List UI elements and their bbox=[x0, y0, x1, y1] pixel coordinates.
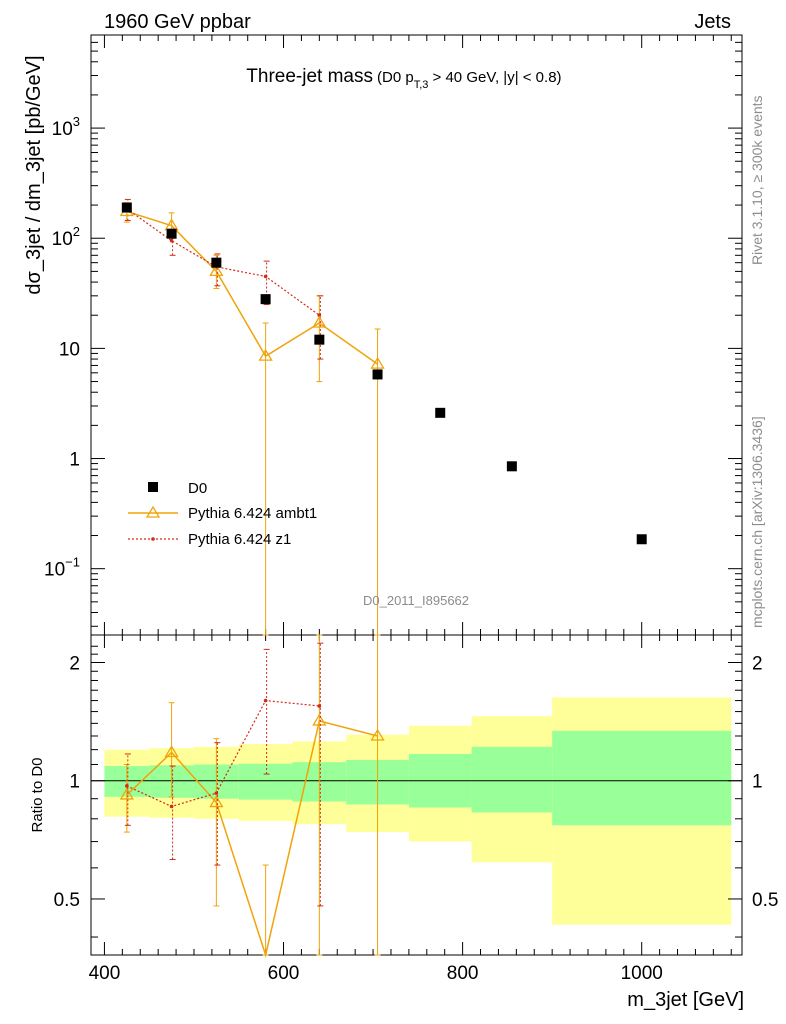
ambt1-ratio-point-5 bbox=[370, 728, 385, 741]
ambt1-ratio-line bbox=[126, 720, 378, 958]
x-tick-label-800: 800 bbox=[447, 963, 479, 984]
ambt1-main-point-4 bbox=[312, 315, 327, 328]
y-tick-label-4: 103 bbox=[52, 114, 80, 140]
ratio-band-inner-8 bbox=[552, 730, 732, 826]
header-collision: 1960 GeV ppbar bbox=[104, 11, 251, 33]
ratio-tick-label-right-0.5: 0.5 bbox=[752, 890, 778, 911]
ratio-panel-frame bbox=[90, 634, 743, 956]
y-tick-label-3: 102 bbox=[52, 224, 80, 250]
reference-band-layer bbox=[91, 697, 742, 925]
y-tick-label-1: 1 bbox=[69, 450, 80, 471]
ratio-tick-label-right-1: 1 bbox=[752, 772, 763, 793]
x-tick-label-600: 600 bbox=[268, 963, 300, 984]
legend-label-data: D0 bbox=[188, 480, 207, 497]
ambt1-main-line bbox=[126, 210, 378, 365]
ambt1-ratio-point-0 bbox=[119, 787, 134, 800]
ambt1-main-point-2 bbox=[209, 264, 224, 277]
d0-data-point-5 bbox=[372, 369, 383, 380]
z1-main-line bbox=[126, 208, 320, 316]
z1-ratio-point-1 bbox=[169, 804, 174, 809]
d0-data-point-1 bbox=[166, 228, 177, 239]
z1-ratio-point-4 bbox=[317, 704, 322, 708]
ambt1-main-point-3 bbox=[258, 348, 273, 361]
z1-main-point-3 bbox=[263, 274, 268, 279]
legend-marker-data bbox=[148, 482, 158, 492]
y-axis-label: dσ_3jet / dm_3jet [pb/GeV] bbox=[23, 55, 45, 294]
d0-data-point-2 bbox=[211, 257, 222, 268]
mcplots-credit-label: mcplots.cern.ch [arXiv:1306.3436] bbox=[749, 416, 765, 628]
ambt1-ratio-point-2 bbox=[209, 795, 224, 808]
d0-data-point-4 bbox=[314, 334, 325, 345]
ambt1-ratio-point-1 bbox=[164, 745, 179, 758]
z1-ratio-line bbox=[126, 699, 320, 808]
z1-ratio-point-2 bbox=[214, 791, 219, 795]
ratio-tick-label-left-0.5: 0.5 bbox=[54, 890, 80, 911]
legend-label-ambt1: Pythia 6.424 ambt1 bbox=[188, 505, 317, 522]
z1-main-point-1 bbox=[169, 238, 174, 243]
ambt1-main-point-5 bbox=[370, 356, 385, 369]
ratio-tick-label-right-2: 2 bbox=[752, 654, 763, 675]
ratio-band-inner-3 bbox=[238, 763, 293, 800]
plot-title: Three-jet mass bbox=[246, 66, 373, 87]
ratio-tick-label-left-2: 2 bbox=[69, 654, 80, 675]
y-tick-label-2: 10 bbox=[59, 339, 80, 360]
x-tick-label-400: 400 bbox=[89, 963, 121, 984]
ratio-band-inner-7 bbox=[471, 746, 553, 813]
ratio-axis-label: Ratio to D0 bbox=[29, 757, 46, 832]
d0-data-point-3 bbox=[260, 294, 271, 305]
d0-data-point-7 bbox=[506, 461, 517, 472]
d0-data-point-8 bbox=[636, 534, 647, 545]
z1-main-point-4 bbox=[317, 313, 322, 318]
y-tick-label-0: 10−1 bbox=[44, 555, 80, 581]
rivet-version-label: Rivet 3.1.10, ≥ 300k events bbox=[749, 95, 765, 265]
legend-marker-ambt1 bbox=[145, 505, 161, 518]
x-tick-label-1000: 1000 bbox=[621, 963, 663, 984]
plot-subtitle: (D0 pT,3 > 40 GeV, |y| < 0.8) bbox=[377, 69, 562, 91]
analysis-watermark: D0_2011_I895662 bbox=[363, 593, 469, 608]
d0-data-point-6 bbox=[435, 407, 446, 418]
ambt1-ratio-point-4 bbox=[312, 713, 327, 726]
x-axis-label: m_3jet [GeV] bbox=[627, 989, 744, 1011]
legend-label-z1: Pythia 6.424 z1 bbox=[188, 531, 291, 548]
z1-ratio-point-0 bbox=[125, 784, 129, 788]
ratio-tick-label-left-1: 1 bbox=[69, 772, 80, 793]
legend-marker-z1 bbox=[151, 537, 155, 541]
header-process: Jets bbox=[694, 11, 731, 33]
data-layer bbox=[119, 198, 647, 958]
z1-ratio-point-3 bbox=[263, 698, 268, 703]
legend: D0 Pythia 6.424 ambt1 Pythia 6.424 z1 bbox=[128, 480, 317, 548]
axes-layer: 400 600 800 1000 10−1 1 10 102 103 0.5 0.5 1 1 2 2 bbox=[44, 34, 778, 984]
d0-data-point-0 bbox=[121, 202, 132, 213]
